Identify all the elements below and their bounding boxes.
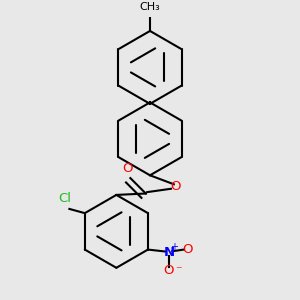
Text: N: N bbox=[164, 246, 175, 259]
Text: Cl: Cl bbox=[59, 192, 72, 205]
Text: O: O bbox=[122, 162, 133, 175]
Text: CH₃: CH₃ bbox=[140, 2, 160, 12]
Text: O: O bbox=[170, 180, 181, 193]
Text: +: + bbox=[170, 242, 178, 252]
Text: O: O bbox=[164, 264, 174, 277]
Text: ⁻: ⁻ bbox=[175, 264, 182, 277]
Text: O: O bbox=[182, 243, 192, 256]
